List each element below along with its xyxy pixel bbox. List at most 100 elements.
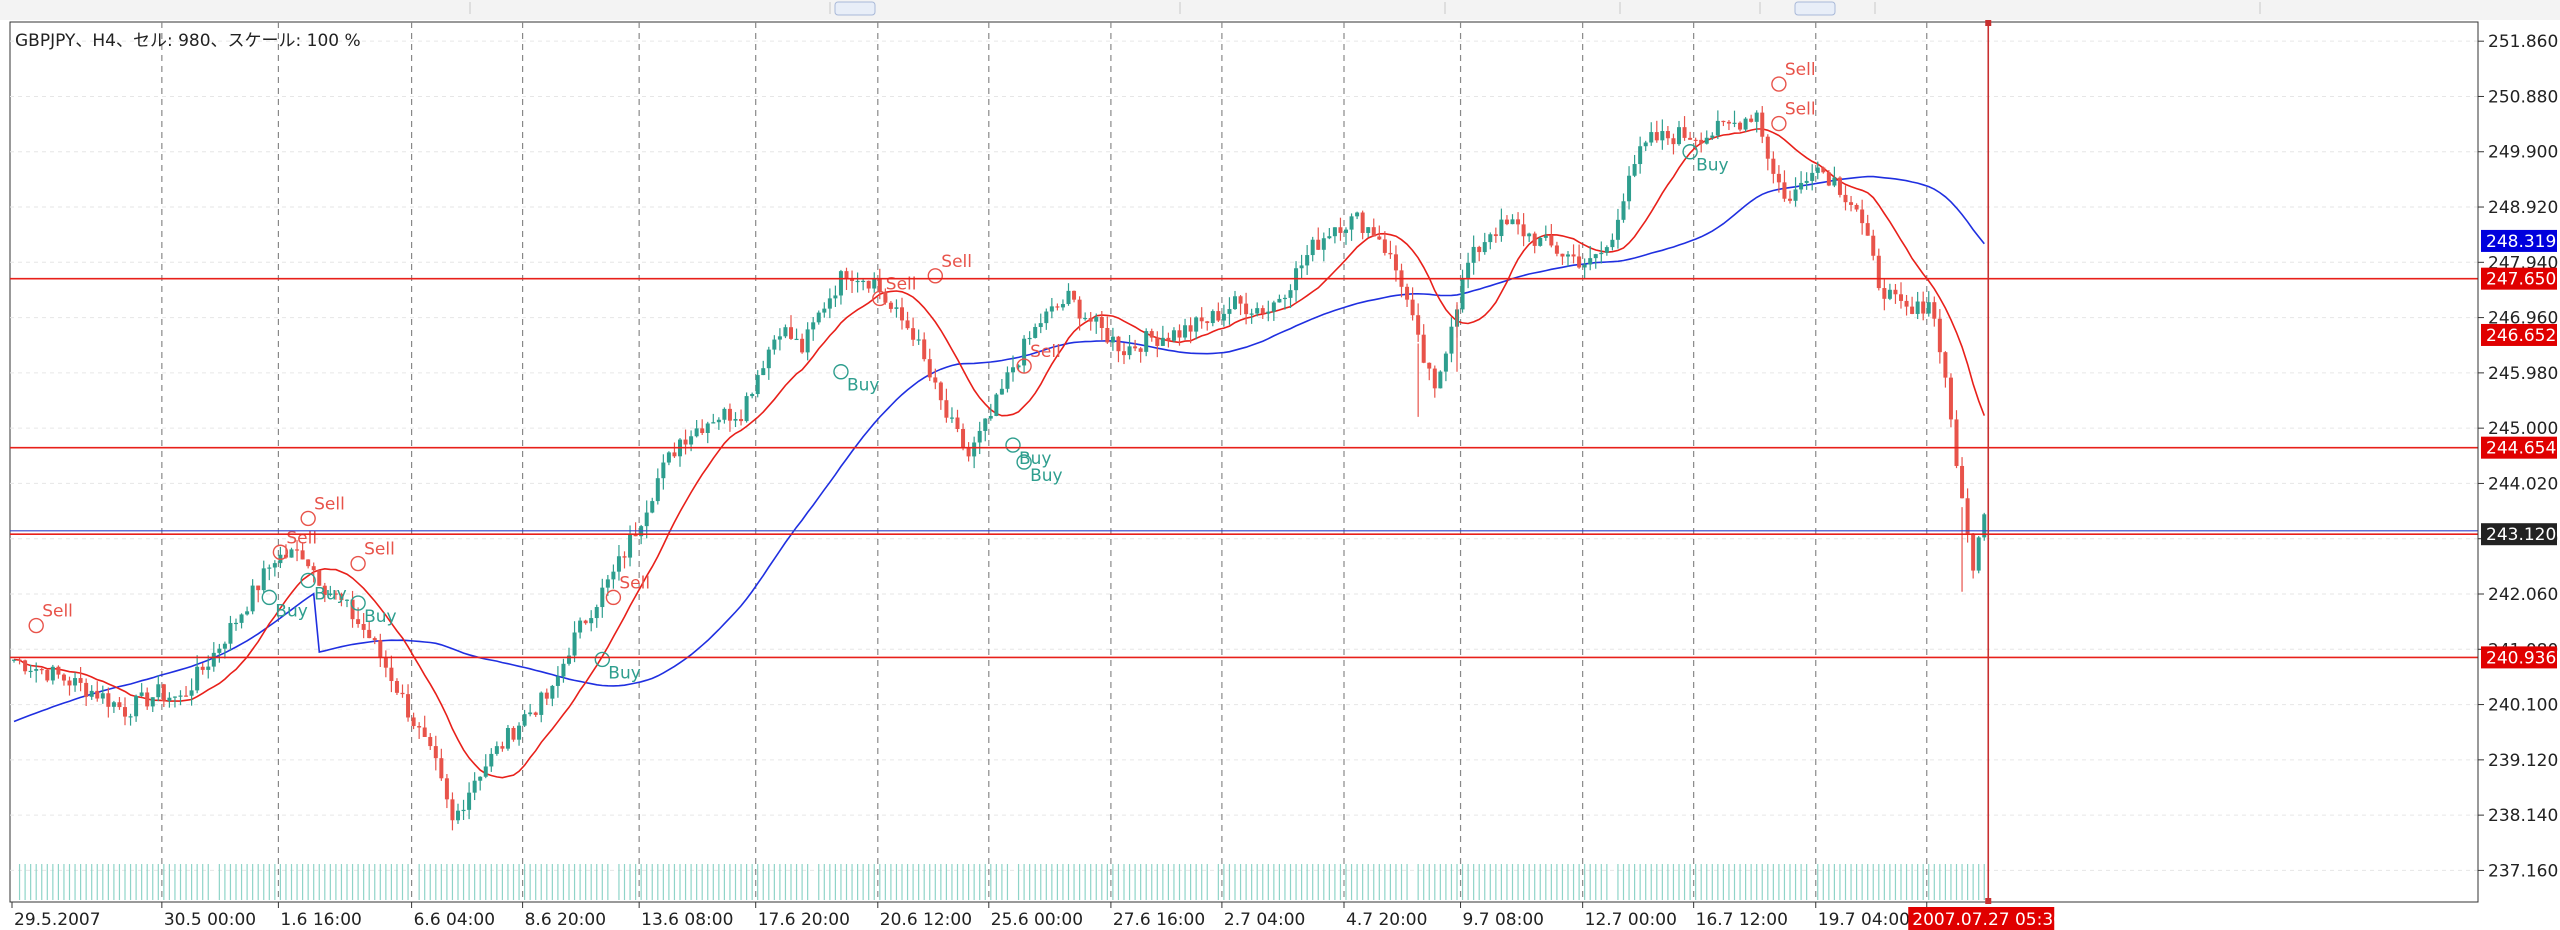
candle-body [95, 690, 100, 699]
candle-body [616, 556, 621, 572]
candle-body [1849, 202, 1854, 205]
price-tag-box [2481, 436, 2557, 459]
price-tag-label: 243.120 [2486, 525, 2556, 545]
candle-body [1049, 306, 1054, 312]
candle-body [1499, 219, 1504, 237]
candle-body [256, 585, 261, 591]
signal-marker [300, 510, 316, 527]
candle-body [1355, 212, 1360, 217]
candle-body [600, 587, 605, 608]
candle-body [1155, 337, 1160, 346]
candle-body [1033, 326, 1038, 338]
candle-body [933, 377, 938, 383]
candle-body [666, 452, 671, 463]
candle-body [1099, 316, 1104, 328]
candle-body [883, 292, 888, 303]
candle-body [1138, 348, 1143, 352]
candle-body [1677, 127, 1681, 145]
candle-body [517, 725, 522, 740]
candle-body [1704, 137, 1709, 144]
candle-body [1860, 209, 1865, 224]
candle-body [955, 417, 960, 429]
candle-body [339, 593, 344, 601]
candle-body [705, 423, 710, 433]
candle-body [855, 280, 860, 283]
candle-body [1116, 336, 1121, 352]
sell-label: Sell [1785, 60, 1816, 80]
candle-body [139, 692, 144, 696]
candle-body [694, 428, 699, 437]
candle-body [1177, 330, 1182, 338]
candle-body [1854, 204, 1859, 210]
horizontal-lines[interactable] [10, 277, 2478, 659]
signal-marker [272, 544, 289, 560]
candle-body [1943, 352, 1948, 378]
candle-body [389, 667, 394, 682]
candle-body [1593, 254, 1598, 259]
candle-body [1726, 121, 1731, 124]
candle-body [106, 693, 111, 707]
candle-body [850, 278, 855, 281]
candle-body [872, 279, 877, 289]
candle-body [450, 799, 455, 821]
candle-body [1238, 296, 1243, 304]
candle-body [589, 618, 594, 624]
candle-body [750, 394, 755, 397]
candle-body [1887, 289, 1892, 299]
candle-body [1588, 258, 1593, 265]
candle-body [1965, 498, 1970, 534]
time-tick-label: 17.6 20:00 [758, 910, 850, 930]
grid [9, 21, 2479, 903]
candle-body [1288, 290, 1293, 298]
candle-body [1882, 288, 1887, 299]
candle-body [411, 717, 416, 727]
candle-body [56, 666, 61, 675]
candle-body [1837, 177, 1842, 195]
candle-body [628, 534, 633, 558]
price-tick-label: 240.100 [2488, 696, 2558, 716]
candle-body [683, 439, 688, 445]
candle-body [994, 394, 999, 416]
candle-body [1377, 236, 1382, 240]
candle-body [1227, 309, 1232, 314]
candle-body [1255, 308, 1260, 314]
candle-body [1011, 367, 1015, 373]
candle-body [367, 629, 372, 639]
price-tick-label: 245.000 [2488, 419, 2558, 439]
candle-body [739, 418, 744, 422]
price-tag-box [2481, 646, 2557, 669]
time-axis: 29.5.2007 30.5 00:00 1.6 16:00 6.6 04:00 8.6… [11, 902, 2064, 930]
price-tag-box [2481, 323, 2557, 346]
candle-body [1799, 182, 1804, 190]
candle-body [306, 559, 311, 567]
signal-marker [1016, 358, 1032, 374]
candle-body [1782, 182, 1787, 199]
candle-body [1538, 237, 1543, 246]
candle-body [317, 570, 322, 586]
candle-body [123, 707, 127, 717]
candle-body [794, 338, 799, 341]
candle-body [711, 422, 716, 424]
candle-body [1788, 198, 1792, 201]
candle-body [777, 336, 782, 340]
candle-body [1127, 346, 1132, 356]
moving-averages [13, 128, 1986, 779]
candle-body [45, 669, 50, 681]
candle-body [456, 810, 460, 821]
candle-body [1832, 177, 1837, 186]
candle-body [1427, 362, 1432, 369]
candle-body [605, 579, 610, 588]
candle-body [1960, 465, 1965, 499]
candle-body [1793, 189, 1798, 201]
candle-body [966, 448, 971, 457]
candle-body [311, 566, 316, 571]
candle-body [916, 339, 921, 341]
candle-body [1554, 245, 1559, 254]
candle-body [528, 712, 533, 715]
candle-body [783, 327, 788, 337]
current-time-line[interactable] [1985, 20, 1992, 904]
candle-body [1266, 311, 1271, 314]
candle-body [877, 279, 882, 293]
